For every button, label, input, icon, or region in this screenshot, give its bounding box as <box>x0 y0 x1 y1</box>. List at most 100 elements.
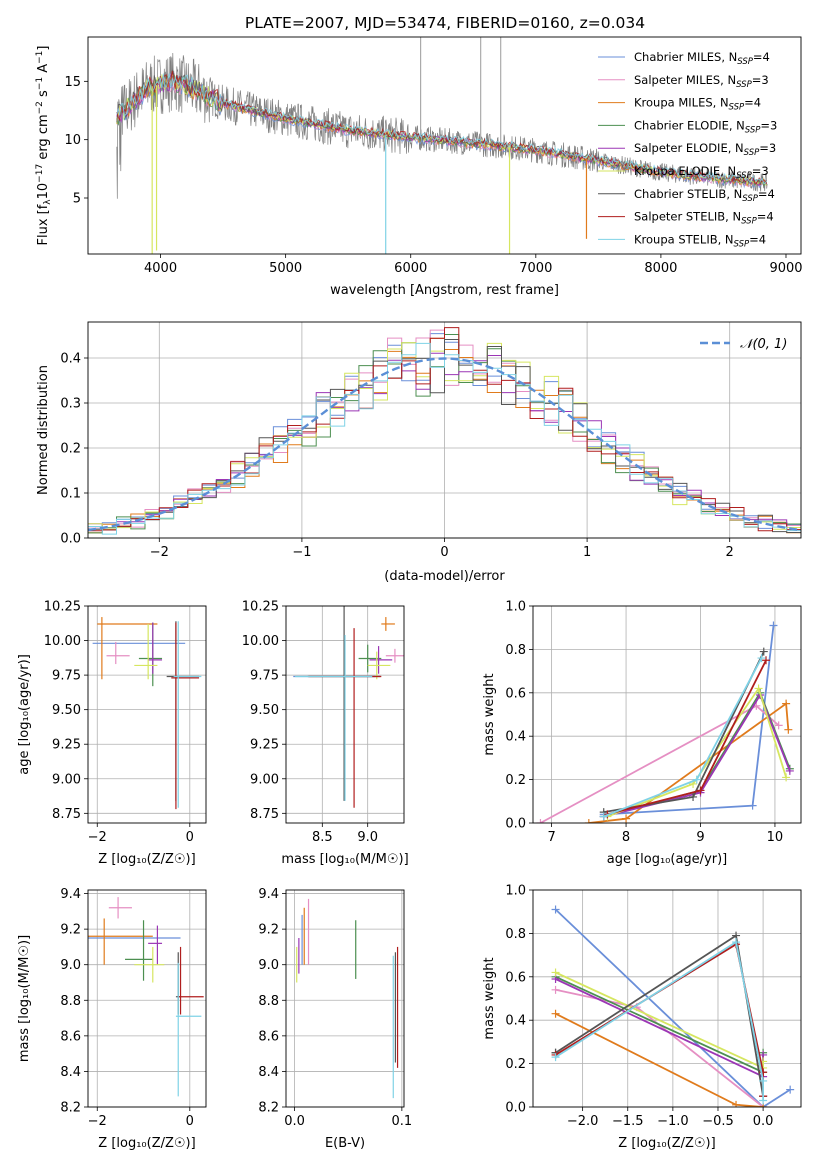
x-axis-label: Z [log₁₀(Z/Z☉)] <box>98 1136 195 1151</box>
y-tick-label: 8.2 <box>258 1101 279 1116</box>
y-tick-label: 10.25 <box>44 600 81 615</box>
legend-entry: Salpeter MILES, NSSP=3 <box>634 73 769 90</box>
y-tick-label: 9.4 <box>258 887 279 902</box>
point-chabrier-elodie <box>125 920 153 981</box>
series-marker <box>754 684 763 693</box>
x-tick-label: 0.1 <box>392 1114 413 1129</box>
x-axis-label: Z [log₁₀(Z/Z☉)] <box>98 852 195 867</box>
x-tick-label: −0.5 <box>702 1114 734 1129</box>
point-kroupa-stelib <box>175 962 202 1097</box>
series-marker <box>759 1096 768 1105</box>
model-kroupa-elodie <box>116 74 768 186</box>
point-kroupa-elodie <box>134 623 158 680</box>
series-marker <box>759 647 768 656</box>
plot-area <box>92 617 202 810</box>
series-marker <box>551 968 560 977</box>
ticks: 0.0 0.1 8.2 8.4 8.6 8.8 9.0 9.2 9.4 <box>258 887 412 1129</box>
ticks: −2 0 8.2 8.4 8.6 8.8 9.0 9.2 9.4 <box>60 887 194 1129</box>
y-tick-label: 8.8 <box>60 994 81 1009</box>
ticks: 7 8 9 10 0.0 0.2 0.4 0.6 0.8 1.0 <box>505 600 783 846</box>
label-part: =3 <box>760 118 777 132</box>
y-axis-label: age [log₁₀(age/yr)] <box>17 654 32 775</box>
y-tick-label: 0.4 <box>505 730 526 745</box>
legend-entry: Chabrier STELIB, NSSP=4 <box>634 187 775 204</box>
x-tick-label: −2 <box>150 545 169 560</box>
figure-title: PLATE=2007, MJD=53474, FIBERID=0160, z=0… <box>245 14 645 32</box>
model-kroupa-stelib <box>116 73 768 185</box>
label-part: =4 <box>753 50 770 64</box>
series-marker <box>782 699 791 708</box>
y-tick-label: 1.0 <box>505 884 526 899</box>
series-marker <box>757 654 766 663</box>
x-tick-label: 4000 <box>144 261 177 276</box>
axes-weight_vs_age: 7 8 9 10 0.0 0.2 0.4 0.6 0.8 1.0 age [log₁₀(age/yr… <box>482 600 802 867</box>
legend-entry: Kroupa ELODIE, NSSP=3 <box>634 164 769 181</box>
series-line <box>607 686 787 818</box>
series-kroupa-stelib <box>551 938 768 1105</box>
y-tick-label: 8.4 <box>60 1065 81 1080</box>
ticks: 8.5 9.0 8.75 9.00 9.25 9.50 9.75 10.00 10.25 <box>242 600 378 846</box>
series-marker <box>774 721 783 730</box>
series-chabrier-miles <box>599 621 778 819</box>
point-chabrier-elodie <box>358 644 382 673</box>
legend-entry: 𝒩(0, 1) <box>740 337 787 352</box>
series-marker <box>782 773 791 782</box>
x-tick-label: 8.5 <box>312 830 333 845</box>
x-tick-label: 0 <box>440 545 448 560</box>
point-kroupa-stelib <box>295 635 373 801</box>
plot-area <box>116 37 768 254</box>
y-tick-label: 9.75 <box>52 669 81 684</box>
ticks: −2 −1 0 1 2 0.0 0.1 0.2 0.3 0.4 <box>60 352 734 561</box>
series-marker <box>551 985 560 994</box>
label-part: Salpeter ELODIE, N <box>634 141 744 155</box>
y-axis-label: Normed distribution <box>36 365 51 495</box>
y-axis-label: mass weight <box>482 673 497 755</box>
label-part: −2 <box>35 101 45 114</box>
x-tick-label: 1 <box>583 545 591 560</box>
y-tick-label: 8.2 <box>60 1101 81 1116</box>
plot-area <box>88 327 801 535</box>
y-tick-label: 10.00 <box>242 634 279 649</box>
label-part: SSP <box>741 217 757 227</box>
legend-entry: Kroupa STELIB, NSSP=4 <box>634 232 766 249</box>
label-part: Kroupa ELODIE, N <box>634 164 736 178</box>
y-tick-label: 8.4 <box>258 1065 279 1080</box>
plot-area <box>293 606 404 808</box>
label-part: =4 <box>744 96 761 110</box>
y-axis-label: Flux [fλ10−17 erg cm−2 s−1 A−1] <box>35 46 53 246</box>
axes-spectrum: 4000 5000 6000 7000 8000 9000 5 10 15 Chabrier MI… <box>35 36 803 298</box>
label-part: ] <box>36 46 51 51</box>
point-kroupa-miles <box>381 617 395 631</box>
grid <box>88 605 206 823</box>
point-kroupa-miles <box>97 617 158 680</box>
x-tick-label: 2 <box>726 545 734 560</box>
axes-mass_vs_Z: −2 0 8.2 8.4 8.6 8.8 9.0 9.2 9.4 Z [log₁₀(Z/Z☉)] m… <box>17 887 207 1151</box>
y-tick-label: 0.0 <box>505 817 526 832</box>
ticks: −2.0 −1.5 −1.0 −0.5 0.0 0.0 0.2 0.4 0.6 0.8 1.0 <box>505 884 773 1130</box>
label-part: Flux [f <box>36 204 51 245</box>
histogram-salpeter-stelib <box>88 327 801 532</box>
label-part: 10 <box>36 183 51 200</box>
label-part: =3 <box>752 73 769 87</box>
y-tick-label: 9.00 <box>250 772 279 787</box>
y-tick-label: 9.0 <box>258 958 279 973</box>
label-part: SSP <box>736 171 752 181</box>
series-marker <box>599 812 608 821</box>
y-tick-label: 0.8 <box>505 643 526 658</box>
point-salpeter-stelib <box>171 622 200 810</box>
label-part: Z [log₁₀(Z/Z☉)] <box>98 852 195 867</box>
y-tick-label: 0.0 <box>60 532 81 547</box>
x-tick-label: 9000 <box>769 261 802 276</box>
label-part: =4 <box>757 210 774 224</box>
axes-frame <box>532 605 802 824</box>
point-salpeter-miles <box>106 641 130 665</box>
label-part: SSP <box>742 194 758 204</box>
series-marker <box>622 814 631 823</box>
axes-mass_vs_EBV: 0.0 0.1 8.2 8.4 8.6 8.8 9.0 9.2 9.4 E(B-V) <box>258 887 412 1151</box>
legend: 𝒩(0, 1) <box>700 337 787 352</box>
y-tick-label: 8.75 <box>52 807 81 822</box>
axes-frame <box>285 889 405 1108</box>
y-tick-label: 9.25 <box>52 738 81 753</box>
